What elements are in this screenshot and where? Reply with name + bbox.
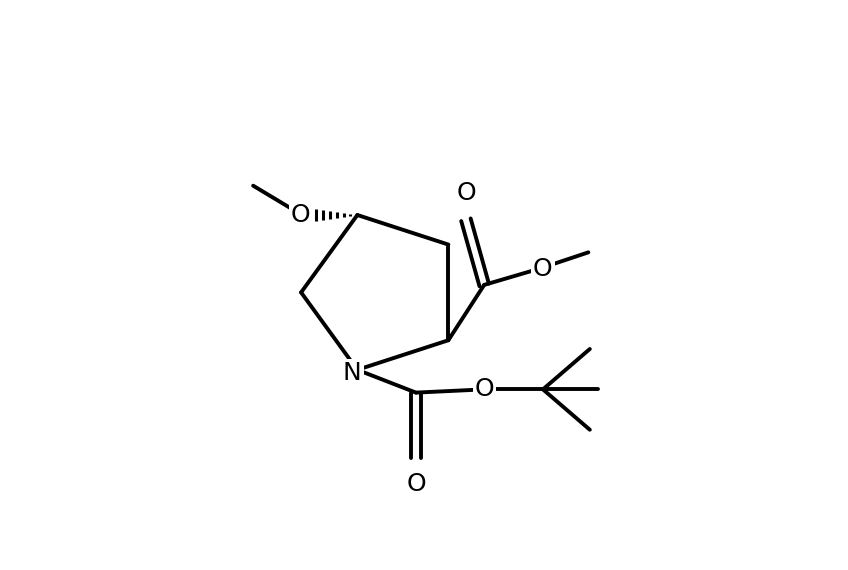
Text: O: O — [406, 472, 426, 496]
Text: O: O — [291, 203, 310, 227]
Text: O: O — [533, 256, 553, 280]
Text: O: O — [475, 377, 494, 401]
Text: O: O — [456, 181, 476, 205]
Text: N: N — [343, 361, 361, 385]
